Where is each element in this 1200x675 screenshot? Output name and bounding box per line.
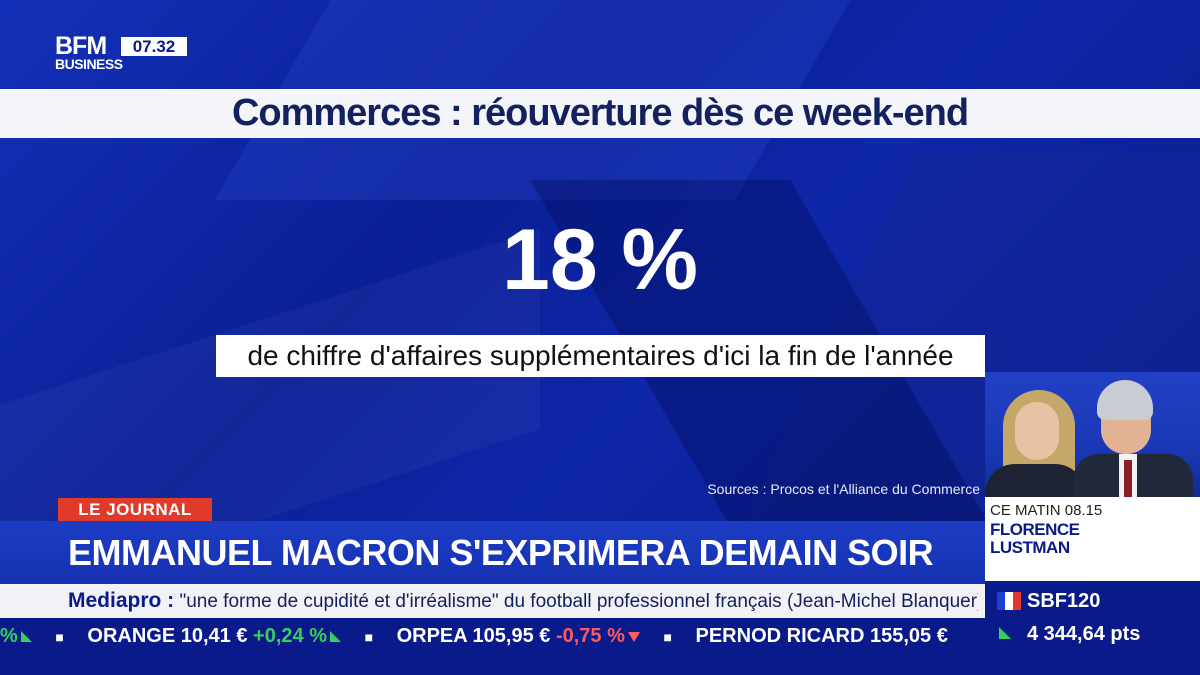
lower-third-bar xyxy=(0,521,985,584)
stock-ticker: % ■ ORANGE 10,41 € +0,24 % ■ ORPEA 105,9… xyxy=(0,618,985,654)
news-ticker: Mediapro : "une forme de cupidité et d'i… xyxy=(68,584,978,618)
stat-caption: de chiffre d'affaires supplémentaires d'… xyxy=(247,340,954,371)
stock-name: ORANGE xyxy=(87,625,176,647)
logo-sub: BUSINESS xyxy=(55,56,123,72)
stat-value: 18 % xyxy=(501,212,699,308)
separator-icon: ■ xyxy=(55,628,64,645)
logo-brand: BFM xyxy=(55,32,107,60)
stock-price: 155,05 € xyxy=(869,625,948,647)
stock-change: +0,24 % xyxy=(253,625,327,647)
presenter-female-face xyxy=(1015,402,1059,460)
clock: 07.32 xyxy=(121,37,187,56)
show-host-line: LUSTMAN xyxy=(990,538,1070,557)
arrow-up-icon xyxy=(330,631,341,643)
stock-price: 105,95 € xyxy=(472,625,551,647)
presenter-female-body xyxy=(985,464,1085,497)
presenter-male-tie xyxy=(1124,460,1132,497)
show-info: CE MATIN 08.15 FLORENCE LUSTMAN xyxy=(985,497,1200,581)
index-name: SBF120 xyxy=(1027,590,1101,612)
stock-price: 10,41 € xyxy=(180,625,248,647)
show-time: CE MATIN 08.15 xyxy=(990,502,1103,519)
separator-icon: ■ xyxy=(364,628,374,645)
arrow-up-icon xyxy=(999,627,1011,639)
separator-icon: ■ xyxy=(663,628,672,645)
show-host: FLORENCE LUSTMAN xyxy=(990,521,1190,557)
ticker-headline: "une forme de cupidité et d'irréalisme" … xyxy=(174,591,978,612)
stat-caption-box: de chiffre d'affaires supplémentaires d'… xyxy=(216,335,985,377)
show-host-line: FLORENCE xyxy=(990,520,1080,539)
headline: Commerces : réouverture dès ce week-end xyxy=(231,92,969,134)
stock-change: -0,75 % xyxy=(555,625,625,647)
arrow-up-icon xyxy=(20,631,32,643)
france-flag-icon xyxy=(997,592,1021,610)
news-ticker-bar xyxy=(0,584,985,618)
program-tag: LE JOURNAL xyxy=(58,498,212,521)
presenters-video xyxy=(985,372,1200,497)
stock-name: ORPEA xyxy=(396,625,467,647)
stock-name: PERNOD RICARD xyxy=(695,625,865,647)
arrow-down-icon xyxy=(627,631,640,642)
index-box: SBF120 4 344,64 pts xyxy=(985,584,1200,654)
stock-leading-change: % xyxy=(0,625,18,647)
sources: Sources : Procos et l'Alliance du Commer… xyxy=(707,481,980,497)
lower-third-title: EMMANUEL MACRON S'EXPRIMERA DEMAIN SOIR xyxy=(68,532,934,573)
ticker-label: Mediapro : xyxy=(68,589,175,612)
bottom-strip xyxy=(0,654,1200,675)
stock-row: % ■ ORANGE 10,41 € +0,24 % ■ ORPEA 105,9… xyxy=(0,618,948,654)
headline-bar: Commerces : réouverture dès ce week-end xyxy=(0,89,1200,138)
index-value: 4 344,64 pts xyxy=(1027,623,1141,645)
channel-logo: BFM BUSINESS xyxy=(55,32,123,72)
presenter-male xyxy=(1097,380,1153,420)
